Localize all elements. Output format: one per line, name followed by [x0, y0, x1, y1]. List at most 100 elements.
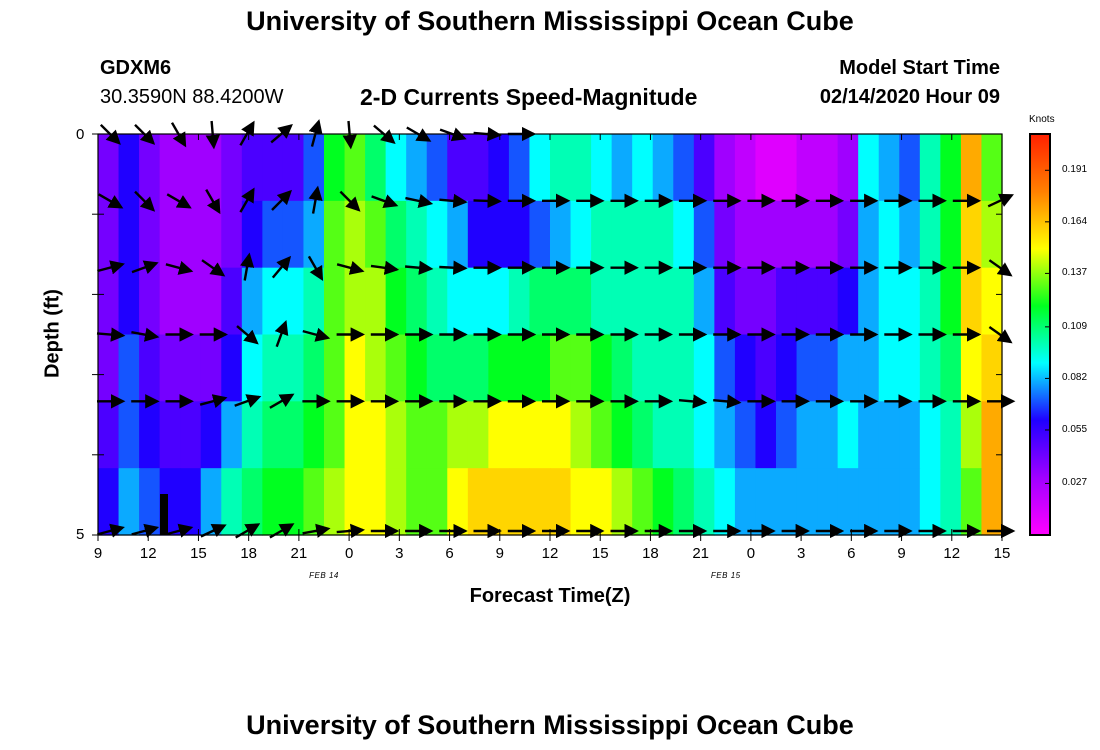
heatmap-cell — [180, 134, 202, 202]
heatmap-cell — [282, 134, 305, 202]
heatmap-cell — [467, 468, 489, 536]
heatmap-cell — [180, 200, 202, 269]
heatmap-cell — [282, 468, 305, 536]
heatmap-cell — [693, 334, 715, 402]
current-arrow — [988, 259, 1013, 277]
heatmap-cell — [385, 401, 407, 469]
heatmap-cell — [755, 267, 777, 336]
heatmap-cell — [508, 134, 531, 202]
heatmap-cell — [981, 200, 1003, 269]
x-tick-label: 15 — [993, 545, 1011, 562]
heatmap-cell — [488, 134, 510, 202]
heatmap-cell — [714, 134, 736, 202]
heatmap-cell — [673, 334, 695, 402]
heatmap-cell — [632, 200, 654, 269]
heatmap-cell — [673, 468, 695, 536]
y-axis-ticks — [92, 133, 1002, 536]
y-axis-title: Depth (ft) — [41, 289, 64, 378]
heatmap-cell — [159, 334, 181, 402]
heatmap-cell — [550, 468, 572, 536]
heatmap-cell — [447, 468, 469, 536]
heatmap-cell — [878, 334, 900, 402]
heatmap-cell — [303, 200, 325, 269]
heatmap-cell — [447, 267, 469, 336]
heatmap-cell — [550, 200, 572, 269]
heatmap-cell — [652, 468, 674, 536]
heatmap-cell — [365, 334, 387, 402]
heatmap-cell — [611, 401, 633, 469]
heatmap-cell — [591, 267, 613, 336]
heatmap-cell — [529, 334, 551, 402]
x-axis-ticks — [97, 134, 1003, 541]
heatmap-cell — [899, 334, 921, 402]
heatmap-cell — [734, 267, 757, 336]
colorbar-unit: Knots — [1029, 114, 1055, 125]
heatmap-cell — [139, 401, 161, 469]
heatmap-cell — [734, 200, 757, 269]
heatmap-cell — [282, 334, 305, 402]
heatmap-cell — [262, 134, 284, 202]
current-arrow — [199, 394, 228, 409]
heatmap-cell — [817, 134, 839, 202]
heatmap-cell — [118, 200, 140, 269]
heatmap-cell — [180, 401, 202, 469]
heatmap-cell — [899, 267, 921, 336]
heatmap-cell — [570, 200, 592, 269]
heatmap-cell — [282, 200, 305, 269]
footer-title: University of Southern Mississippi Ocean… — [246, 710, 854, 740]
date-label: FEB 15 — [710, 571, 741, 580]
heatmap-cell — [385, 267, 407, 336]
current-arrow — [405, 193, 434, 209]
heatmap-cell — [591, 468, 613, 536]
heatmap-cell — [406, 334, 428, 402]
heatmap-cell — [426, 468, 448, 536]
heatmap-cell — [940, 134, 962, 202]
heatmap-cell — [776, 200, 798, 269]
heatmap-cell — [406, 267, 428, 336]
heatmap-cell — [344, 200, 366, 269]
heatmap-cell — [591, 401, 613, 469]
heatmap-cell — [755, 401, 777, 469]
heatmap-cell — [693, 200, 715, 269]
heatmap-cell — [591, 134, 613, 202]
colorbar-label: 0.191 — [1062, 164, 1088, 176]
heatmap-cell — [303, 267, 325, 336]
heatmap-cell — [878, 468, 900, 536]
heatmap-cell — [878, 200, 900, 269]
current-arrow — [678, 394, 708, 409]
heatmap-cell — [200, 334, 222, 402]
model-start-label: Model Start Time — [839, 57, 1000, 79]
current-arrow — [713, 394, 742, 409]
heatmap-cell — [508, 401, 531, 469]
current-arrow — [97, 260, 125, 275]
x-tick-label: 3 — [395, 545, 404, 562]
heatmap-cell — [714, 334, 736, 402]
heatmap-cell — [118, 468, 140, 536]
heatmap-cell — [550, 334, 572, 402]
heatmap-cell — [262, 334, 284, 402]
heatmap-cell — [632, 401, 654, 469]
heatmap-cell — [550, 134, 572, 202]
heatmap-cell — [960, 468, 983, 536]
heatmap-cell — [776, 267, 798, 336]
heatmap-cell — [159, 200, 181, 269]
current-arrow — [271, 189, 292, 211]
heatmap-cell — [837, 200, 859, 269]
heatmap-cell — [98, 267, 120, 336]
heatmap-cell — [385, 134, 407, 202]
heatmap-cell — [899, 200, 921, 269]
heatmap-cell — [324, 200, 346, 269]
heatmap-cell — [919, 334, 941, 402]
heatmap-cell — [385, 200, 407, 269]
x-axis-title: Forecast Time(Z) — [469, 585, 631, 607]
heatmap-cell — [858, 200, 880, 269]
heatmap-cell — [139, 468, 161, 536]
colorbar — [1029, 133, 1051, 536]
heatmap-cell — [118, 134, 140, 202]
heatmap-cell — [611, 267, 633, 336]
heatmap-cell — [467, 267, 489, 336]
heatmap-cell — [385, 334, 407, 402]
heatmap-cell — [282, 267, 305, 336]
current-arrow — [988, 326, 1013, 344]
